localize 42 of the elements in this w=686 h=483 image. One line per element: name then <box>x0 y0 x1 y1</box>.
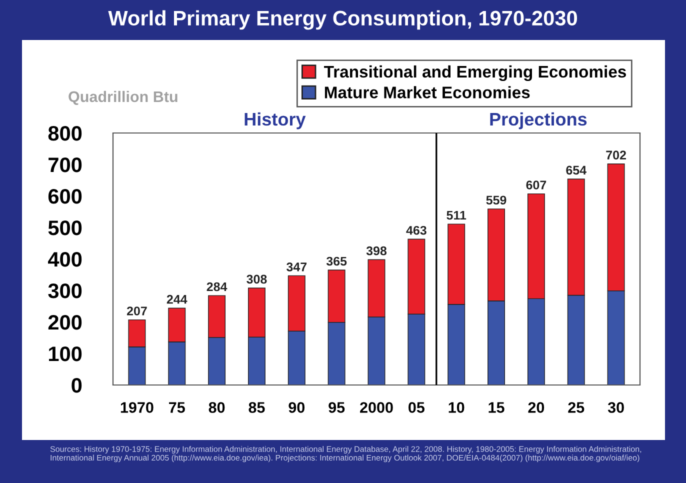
y-axis-title: Quadrillion Btu <box>68 90 178 105</box>
x-tick-label: 75 <box>169 402 185 413</box>
x-tick-label: 15 <box>488 402 504 413</box>
x-tick-label: 10 <box>448 402 464 413</box>
x-tick-label: 80 <box>208 402 225 413</box>
legend-label: Mature Market Economies <box>324 86 530 98</box>
x-tick-label: 1970 <box>120 402 154 413</box>
x-tick-label: 95 <box>328 402 345 413</box>
x-tick-label: 05 <box>408 402 424 413</box>
total-label: 244 <box>166 294 188 304</box>
x-tick-label: 90 <box>288 402 305 413</box>
total-label: 308 <box>246 274 267 284</box>
y-tick-label: 300 <box>48 284 82 298</box>
text: Projections <box>490 112 587 130</box>
x-tick-label: 20 <box>528 402 544 413</box>
total-label: 207 <box>126 306 147 316</box>
total-label: 463 <box>406 226 426 235</box>
total-label: 654 <box>566 166 586 175</box>
y-tick-label: 100 <box>49 346 82 362</box>
y-tick-label: 200 <box>48 315 82 330</box>
total-label: 398 <box>366 246 387 256</box>
total-label: 607 <box>526 180 546 190</box>
y-tick-label: 400 <box>48 252 82 267</box>
x-tick-label: 85 <box>248 402 265 413</box>
source-note: Sources: History 1970-1975: Energy Information Administration, International Energy Database, April 22, 2008. History, 1980-2005: Energy Information Administration, International Energy Annual 2005 (http://www.eia.doe.gov/iea). Projections: International Energy Outlook 2007, DOE/EIA-0484(2007) (http://www.eia.doe.gov/oiaf/ieo) <box>50 446 642 462</box>
y-tick-label: 700 <box>48 158 82 172</box>
total-label: 559 <box>486 196 506 205</box>
chart-title: World Primary Energy Consumption, 1970-2030 <box>108 10 577 30</box>
x-tick-label: 30 <box>608 402 624 413</box>
legend-label: Transitional and Emerging Economies <box>324 65 626 82</box>
total-label: 365 <box>326 256 347 266</box>
y-tick-label: 800 <box>48 126 82 141</box>
y-tick-label: 0 <box>72 378 82 393</box>
total-label: 702 <box>606 150 626 160</box>
text: History <box>244 112 306 130</box>
x-tick-label: 2000 <box>360 402 393 413</box>
total-label: 284 <box>206 282 228 292</box>
total-label: 347 <box>286 262 307 272</box>
y-tick-label: 500 <box>48 220 82 236</box>
x-tick-label: 25 <box>568 402 584 413</box>
total-label: 511 <box>446 210 466 220</box>
y-tick-label: 600 <box>48 189 82 204</box>
